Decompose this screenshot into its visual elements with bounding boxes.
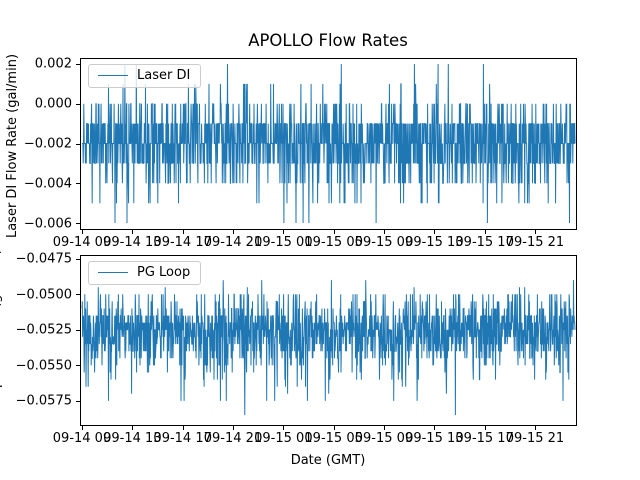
pg-loop-line-plot: [81, 280, 576, 416]
y-tick-mark: [76, 365, 80, 367]
x-tick-mark: [283, 230, 285, 234]
y-tick-mark: [76, 183, 80, 185]
y-tick-label: −0.0550: [15, 358, 72, 374]
x-tick-label: 09-15 17: [455, 235, 514, 250]
y-tick-mark: [76, 63, 80, 65]
legend-label-pg-loop: PG Loop: [137, 265, 191, 280]
x-tick-label: 09-15 13: [405, 431, 464, 446]
y-tick-label: 0.000: [34, 96, 72, 112]
x-tick-label: 09-15 01: [254, 235, 313, 250]
pg-loop-series: [81, 280, 576, 416]
figure-title: APOLLO Flow Rates: [248, 31, 408, 50]
y-tick-label: −0.0575: [15, 393, 72, 409]
x-tick-label: 09-15 05: [304, 235, 363, 250]
legend-line-sample-icon: [98, 75, 128, 76]
legend-label-laser-di: Laser DI: [137, 68, 191, 83]
x-tick-label: 09-15 05: [304, 431, 363, 446]
x-tick-label: 09-15 17: [455, 431, 514, 446]
y-tick-mark: [76, 400, 80, 402]
legend-line-sample-icon: [98, 272, 128, 273]
y-tick-mark: [76, 329, 80, 331]
x-tick-mark: [232, 230, 234, 234]
laser-di-line-plot: [82, 63, 576, 224]
x-tick-label: 09-14 21: [203, 235, 263, 250]
x-tick-label: 09-14 17: [153, 431, 212, 446]
x-tick-label: 09-14 09: [52, 235, 112, 250]
subplot-pg-loop: PG Loop: [80, 255, 577, 426]
x-axis-label: Date (GMT): [290, 453, 366, 468]
x-tick-label: 09-15 09: [354, 235, 414, 250]
x-tick-mark: [82, 230, 83, 234]
x-tick-mark: [383, 230, 385, 234]
x-tick-label: 09-15 21: [505, 431, 565, 446]
legend-laser-di: Laser DI: [88, 64, 202, 88]
y-tick-mark: [76, 143, 80, 145]
x-tick-mark: [283, 426, 285, 430]
y-tick-label: 0.002: [34, 56, 72, 72]
x-tick-label: 09-15 13: [405, 235, 464, 250]
x-tick-mark: [132, 426, 134, 430]
x-tick-label: 09-15 21: [505, 235, 565, 250]
x-tick-label: 09-15 09: [354, 431, 414, 446]
y-tick-label: −0.0500: [15, 287, 72, 303]
y-tick-mark: [76, 223, 80, 225]
y-axis-label-pg-loop: PG Loop Flow Rate (gal/min): [0, 249, 3, 433]
x-tick-mark: [434, 426, 436, 430]
x-tick-label: 09-14 13: [103, 431, 162, 446]
x-tick-mark: [333, 230, 335, 234]
x-tick-label: 09-15 01: [254, 431, 313, 446]
y-tick-label: −0.0475: [15, 251, 72, 267]
y-axis-label-laser-di: Laser DI Flow Rate (gal/min): [5, 53, 20, 239]
x-tick-mark: [434, 230, 436, 234]
x-tick-mark: [232, 426, 234, 430]
x-tick-mark: [534, 426, 536, 430]
x-tick-label: 09-14 17: [153, 235, 212, 250]
x-tick-mark: [333, 426, 335, 430]
x-tick-label: 09-14 09: [52, 431, 112, 446]
y-tick-label: −0.0525: [15, 322, 72, 338]
x-tick-mark: [82, 426, 83, 430]
y-tick-label: −0.006: [23, 216, 72, 232]
x-tick-label: 09-14 13: [103, 235, 162, 250]
x-tick-label: 09-14 21: [203, 431, 263, 446]
x-tick-mark: [484, 230, 486, 234]
laser-di-series: [82, 63, 576, 224]
x-tick-mark: [383, 426, 385, 430]
x-tick-mark: [132, 230, 134, 234]
y-tick-mark: [76, 294, 80, 296]
x-tick-mark: [484, 426, 486, 430]
y-tick-label: −0.004: [23, 176, 72, 192]
y-tick-label: −0.002: [23, 136, 72, 152]
subplot-laser-di: Laser DI: [80, 58, 577, 230]
y-tick-mark: [76, 258, 80, 260]
x-tick-mark: [182, 230, 184, 234]
x-tick-mark: [534, 230, 536, 234]
legend-pg-loop: PG Loop: [88, 261, 202, 285]
y-tick-mark: [76, 103, 80, 105]
x-tick-mark: [182, 426, 184, 430]
